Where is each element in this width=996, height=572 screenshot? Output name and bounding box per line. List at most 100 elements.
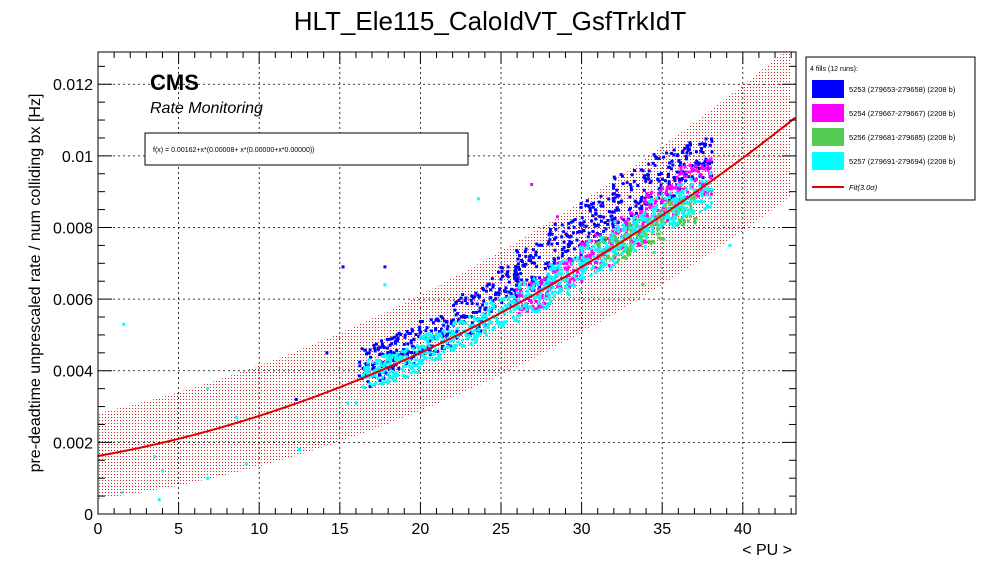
data-point <box>560 235 564 239</box>
data-point <box>650 197 654 201</box>
data-point <box>602 229 606 233</box>
data-point <box>453 320 457 324</box>
data-point <box>438 334 442 338</box>
data-point <box>566 245 570 249</box>
data-point <box>594 211 598 215</box>
data-point <box>662 210 666 214</box>
data-point <box>464 321 468 325</box>
data-point <box>683 220 687 224</box>
data-point <box>523 307 527 311</box>
legend-header: 4 fills (12 runs): <box>810 66 858 73</box>
data-point <box>704 137 708 141</box>
data-point <box>546 272 550 276</box>
data-point <box>682 191 686 195</box>
data-point <box>667 198 671 202</box>
data-point <box>479 320 483 324</box>
data-point <box>607 250 611 254</box>
data-point <box>548 227 552 231</box>
data-point <box>497 293 501 297</box>
data-point <box>683 174 687 178</box>
data-point <box>590 219 594 223</box>
x-tick-label: 20 <box>412 521 430 538</box>
data-point <box>583 246 587 250</box>
data-point <box>703 142 707 146</box>
data-point <box>582 258 586 262</box>
data-point <box>403 375 407 379</box>
data-point <box>616 194 620 198</box>
data-point <box>642 188 646 192</box>
data-point <box>676 183 680 187</box>
data-point <box>706 164 710 168</box>
data-point <box>431 337 435 341</box>
data-point <box>391 367 395 371</box>
data-point <box>666 175 670 179</box>
data-point <box>686 175 690 179</box>
data-point <box>534 250 538 254</box>
data-point <box>558 281 562 285</box>
data-point <box>611 238 615 242</box>
data-point <box>386 367 390 371</box>
data-point <box>454 301 458 305</box>
data-point <box>503 312 507 316</box>
data-point <box>489 300 493 304</box>
data-point <box>478 332 482 336</box>
data-point <box>487 312 491 316</box>
data-point <box>699 149 703 153</box>
data-point <box>699 200 703 204</box>
data-point <box>693 221 697 225</box>
data-point <box>611 192 615 196</box>
data-point <box>361 367 365 371</box>
data-point <box>551 278 555 282</box>
data-point <box>459 320 463 324</box>
data-point <box>649 202 653 206</box>
data-point <box>442 319 446 323</box>
data-point <box>418 347 422 351</box>
data-point <box>366 363 370 367</box>
data-point <box>559 285 563 289</box>
data-point <box>400 355 404 359</box>
data-point <box>579 253 583 257</box>
fit-line <box>97 116 796 457</box>
data-point <box>496 320 500 324</box>
data-point <box>389 358 393 362</box>
data-point <box>468 324 472 328</box>
data-point <box>613 220 617 224</box>
data-point <box>581 261 585 265</box>
data-point <box>522 264 526 268</box>
data-point <box>606 245 610 249</box>
data-point <box>708 187 712 191</box>
data-point <box>364 367 368 371</box>
data-point <box>370 383 374 387</box>
data-point <box>613 216 617 220</box>
data-point <box>405 360 409 364</box>
data-point <box>438 330 442 334</box>
x-tick-label: 0 <box>94 521 103 538</box>
data-point <box>696 194 700 198</box>
data-point <box>546 242 550 246</box>
data-point <box>686 212 690 216</box>
data-point <box>563 266 567 270</box>
data-point <box>471 330 475 334</box>
data-point <box>629 239 633 243</box>
data-point <box>415 350 419 354</box>
data-point <box>678 192 682 196</box>
data-point <box>442 346 446 350</box>
data-point <box>652 217 656 221</box>
data-point <box>408 360 412 364</box>
data-point <box>596 248 600 252</box>
data-point <box>427 351 431 355</box>
data-point <box>555 215 559 219</box>
data-point <box>681 187 685 191</box>
data-point <box>684 179 688 183</box>
data-point <box>420 352 424 356</box>
data-point <box>626 218 630 222</box>
data-point <box>672 176 676 180</box>
data-point <box>403 333 407 337</box>
data-point <box>582 244 586 248</box>
data-point <box>376 366 380 370</box>
data-point <box>368 385 372 389</box>
data-point <box>530 261 534 265</box>
data-point <box>649 196 653 200</box>
data-point <box>602 256 606 260</box>
data-point <box>484 334 488 338</box>
